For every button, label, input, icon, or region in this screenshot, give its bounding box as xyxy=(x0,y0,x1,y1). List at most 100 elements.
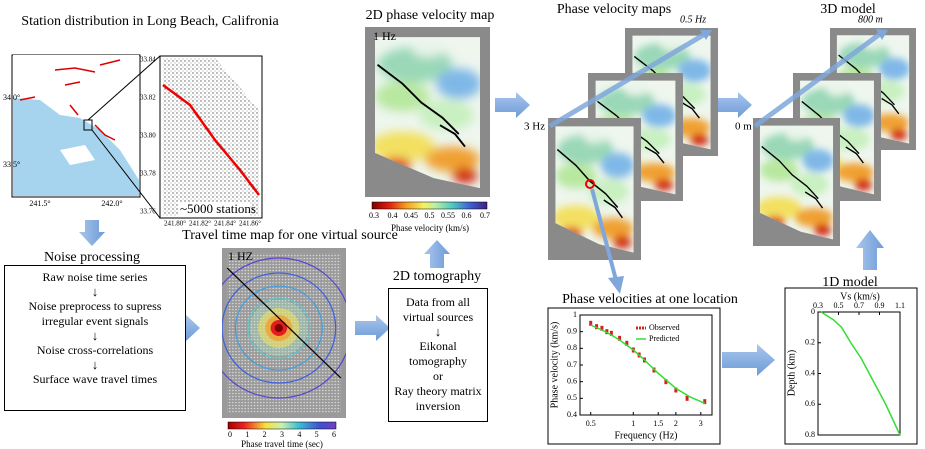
y-tick-label: 0.8 xyxy=(805,430,815,439)
down-arrow: ↓ xyxy=(91,328,99,343)
y-tick-label: 1 xyxy=(573,310,577,319)
observed-point xyxy=(664,379,668,385)
y-tick-label: 0.4 xyxy=(567,410,577,419)
colorbar-tick: 0.3 xyxy=(369,211,379,220)
x-tick-label: 0.9 xyxy=(875,301,885,310)
y-tick-label: 0.8 xyxy=(567,343,577,352)
noise-title: Noise processing xyxy=(44,250,140,265)
dispersion-panel xyxy=(547,307,721,445)
observed-point xyxy=(600,325,604,331)
observed-point xyxy=(609,330,613,336)
arrows xyxy=(79,92,884,376)
observed-point xyxy=(589,320,593,326)
velocity-profile xyxy=(820,311,901,436)
phase-velocity-stack xyxy=(548,28,718,260)
observed-point xyxy=(618,335,622,341)
x-tick-label: 0.7 xyxy=(854,301,864,310)
x-axis-label: Vs (km/s) xyxy=(840,291,880,302)
model-1d-panel xyxy=(784,287,918,445)
x-axis-label: Frequency (Hz) xyxy=(614,430,677,441)
observed-point xyxy=(625,340,629,346)
lat-label: 33.5° xyxy=(3,160,20,169)
regional-map xyxy=(11,54,161,219)
lon-label: 241.86° xyxy=(239,220,261,228)
observed-point xyxy=(605,329,609,335)
lon-label: 241.80° xyxy=(164,220,186,228)
y-axis-label: Phase velocity (km/s) xyxy=(549,322,560,409)
down-arrow: ↓ xyxy=(91,284,99,299)
frequency-label: 1 HZ xyxy=(228,249,253,263)
tomography-line: Ray theory matrix inversion xyxy=(394,384,482,413)
frequency-label: 1 Hz xyxy=(373,29,396,43)
model-3d-stack xyxy=(753,28,916,246)
colorbar-tick: 0.5 xyxy=(425,211,435,220)
legend-label: Observed xyxy=(649,323,680,332)
observed-point xyxy=(685,395,689,401)
observed-point xyxy=(674,387,678,393)
colorbar-label: Phase velocity (km/s) xyxy=(391,223,469,233)
colorbar-tick: 0.4 xyxy=(388,211,398,220)
travel-time-title: Travel time map for one virtual source xyxy=(182,228,398,243)
step: Raw noise time series xyxy=(42,270,148,284)
colorbar-tick: 0 xyxy=(228,430,232,439)
y-tick-label: 0.2 xyxy=(805,338,815,347)
zoom-map xyxy=(159,55,263,219)
y-tick-label: 0.6 xyxy=(567,376,577,385)
down-arrow: ↓ xyxy=(434,324,442,339)
y-tick-label: 0.7 xyxy=(567,360,577,369)
lon-label: 241.5° xyxy=(29,199,50,208)
colorbar-tick: 5 xyxy=(315,430,319,439)
colorbar-tick: 6 xyxy=(332,430,336,439)
depth-label: 0 m xyxy=(735,121,752,133)
y-tick-label: 0 xyxy=(811,307,815,316)
pv-maps-title: Phase velocity maps xyxy=(557,2,671,17)
tomography-title: 2D tomography xyxy=(393,269,481,284)
colorbar-tick: 0.45 xyxy=(404,211,418,220)
y-axis-label: Depth (km) xyxy=(786,350,797,396)
travel-time-map xyxy=(222,248,346,430)
step: Noise cross-correlations xyxy=(36,343,154,357)
colorbar-tick: 1 xyxy=(245,430,249,439)
tomography-line: or xyxy=(433,369,443,383)
tomography-line: Data from all virtual sources xyxy=(402,295,474,324)
colorbar-tick: 0.55 xyxy=(441,211,455,220)
x-tick-label: 1.1 xyxy=(895,301,905,310)
colorbar-label: Phase travel time (sec) xyxy=(241,439,323,449)
x-tick-label: 1 xyxy=(631,419,635,428)
colorbar-tick: 4 xyxy=(297,430,301,439)
x-tick-label: 2 xyxy=(674,419,678,428)
predicted-line xyxy=(590,324,706,405)
frequency-label: 0.5 Hz xyxy=(680,14,706,25)
x-tick-label: 0.5 xyxy=(834,301,844,310)
x-tick-label: 0.5 xyxy=(586,419,596,428)
lon-label: 242.0° xyxy=(101,199,122,208)
x-tick-label: 0.3 xyxy=(813,301,823,310)
colorbar-tick: 2 xyxy=(263,430,267,439)
lat-label: 33.82 xyxy=(140,94,156,102)
depth-label: 800 m xyxy=(858,14,883,25)
lat-label: 33.76 xyxy=(140,208,156,216)
tomography-box: Data from all virtual sources ↓ Eikonal … xyxy=(388,288,488,422)
colorbar-tick: 0.7 xyxy=(480,211,490,220)
lat-label: 34.0° xyxy=(3,93,20,102)
colorbar-tick: 3 xyxy=(280,430,284,439)
pv-map-title: 2D phase velocity map xyxy=(366,8,495,23)
lat-label: 33.84 xyxy=(140,56,156,64)
x-tick-label: 3 xyxy=(699,419,703,428)
lat-label: 33.80 xyxy=(140,132,156,140)
dispersion-title: Phase velocities at one location xyxy=(562,292,738,307)
lon-label: 241.84° xyxy=(214,220,236,228)
y-tick-label: 0.4 xyxy=(805,368,815,377)
y-tick-label: 0.5 xyxy=(567,393,577,402)
legend-label: Predicted xyxy=(649,334,679,343)
observed-point xyxy=(595,324,599,330)
lon-label: 241.82° xyxy=(189,220,211,228)
down-arrow: ↓ xyxy=(91,357,99,372)
step: Surface wave travel times xyxy=(32,372,158,386)
model-1d-title: 1D model xyxy=(822,275,878,290)
x-tick-label: 1.5 xyxy=(653,419,663,428)
colorbar-tick: 0.6 xyxy=(462,211,472,220)
tomography-line: Eikonal tomography xyxy=(409,339,467,368)
observed-point xyxy=(703,399,707,405)
noise-steps-box: Raw noise time series ↓ Noise preprocess… xyxy=(4,265,186,411)
